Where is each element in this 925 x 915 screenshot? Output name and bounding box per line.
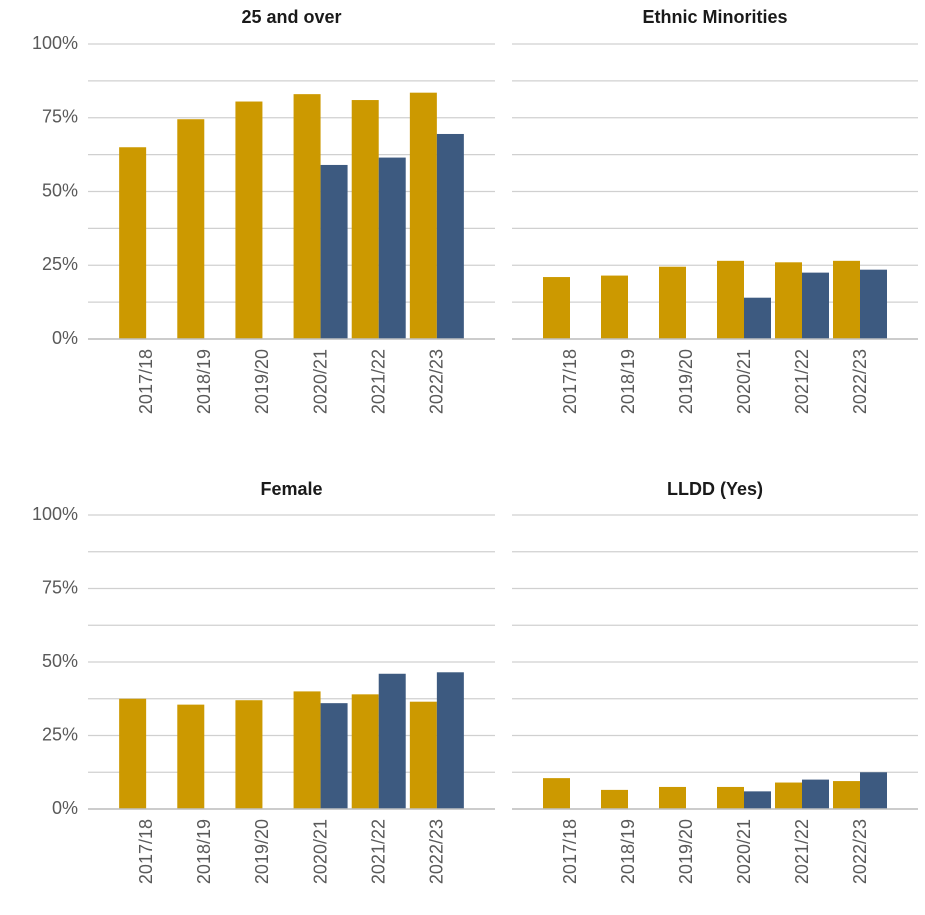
bar [320,703,348,809]
bar [436,672,464,809]
y-tick-label: 50% [42,651,78,671]
x-tick-label: 2017/18 [560,819,580,884]
bar [659,266,686,339]
bar [351,694,379,809]
x-tick-label: 2019/20 [252,349,272,414]
panel-title: Female [260,479,322,499]
bar [119,147,147,339]
bar [320,164,348,339]
bar [833,781,860,809]
bar [436,133,464,339]
y-tick-label: 0% [52,328,78,348]
x-tick-label: 2018/19 [618,819,638,884]
bar [744,297,771,339]
bar [860,269,887,339]
y-tick-label: 75% [42,107,78,127]
y-tick-label: 100% [32,504,78,524]
x-tick-label: 2018/19 [194,349,214,414]
bar [378,673,406,809]
x-tick-label: 2021/22 [792,819,812,884]
x-tick-label: 2020/21 [310,349,330,414]
x-tick-label: 2017/18 [136,349,156,414]
bar [543,277,570,339]
bar [235,101,263,340]
x-tick-label: 2022/23 [427,349,447,414]
bar [235,700,263,809]
x-tick-label: 2019/20 [676,349,696,414]
x-tick-label: 2021/22 [368,349,388,414]
bar [409,92,437,339]
x-tick-label: 2018/19 [194,819,214,884]
x-tick-label: 2017/18 [560,349,580,414]
x-tick-label: 2020/21 [734,819,754,884]
y-tick-label: 0% [52,798,78,818]
y-tick-label: 75% [42,577,78,597]
x-tick-label: 2019/20 [676,819,696,884]
bar [177,704,205,809]
x-tick-label: 2022/23 [850,349,870,414]
bar [601,789,628,809]
y-tick-label: 25% [42,254,78,274]
y-tick-label: 100% [32,33,78,53]
y-tick-label: 25% [42,724,78,744]
bar [775,782,802,809]
x-tick-label: 2019/20 [252,819,272,884]
x-tick-label: 2022/23 [427,819,447,884]
bar [860,772,887,809]
x-tick-label: 2020/21 [734,349,754,414]
bar [744,791,771,809]
bar [119,698,147,809]
bar [717,260,744,339]
y-tick-label: 50% [42,180,78,200]
x-tick-label: 2018/19 [618,349,638,414]
x-tick-label: 2022/23 [850,819,870,884]
x-tick-label: 2017/18 [136,819,156,884]
bar [351,100,379,339]
bar [601,275,628,339]
bar [659,786,686,809]
bar [802,272,829,339]
bar [293,691,321,809]
x-tick-label: 2021/22 [792,349,812,414]
bar [802,779,829,809]
panel-title: LLDD (Yes) [667,479,763,499]
bar [409,701,437,809]
bar [177,119,205,339]
x-tick-label: 2021/22 [368,819,388,884]
bar [717,786,744,809]
panel-title: Ethnic Minorities [642,7,787,27]
x-tick-label: 2020/21 [310,819,330,884]
panel-title: 25 and over [241,7,341,27]
bar [775,262,802,339]
bar [833,260,860,339]
bar [293,94,321,340]
bar [543,778,570,809]
bar [378,157,406,339]
